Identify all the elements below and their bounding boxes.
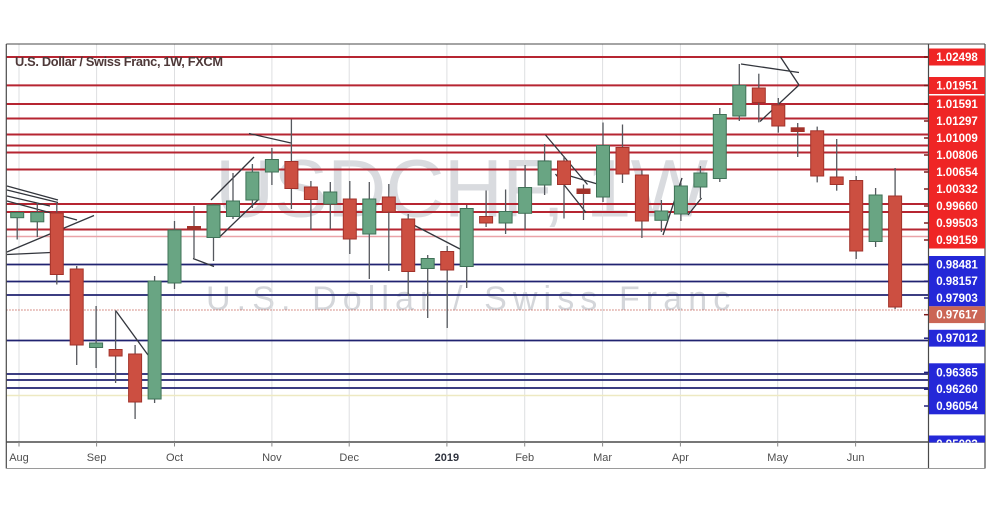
svg-text:0.96054: 0.96054 xyxy=(936,401,978,413)
svg-text:0.99159: 0.99159 xyxy=(936,235,978,247)
svg-text:1.01591: 1.01591 xyxy=(936,99,978,111)
svg-text:0.97012: 0.97012 xyxy=(936,333,978,345)
svg-text:U.S. Dollar / Swiss Franc, 1W,: U.S. Dollar / Swiss Franc, 1W, FXCM xyxy=(15,54,223,69)
svg-text:1.00806: 1.00806 xyxy=(936,150,978,162)
svg-text:2019: 2019 xyxy=(435,452,459,464)
svg-text:Apr: Apr xyxy=(672,452,689,464)
svg-text:Aug: Aug xyxy=(9,452,29,464)
svg-text:1.01297: 1.01297 xyxy=(936,116,978,128)
svg-text:1.01009: 1.01009 xyxy=(936,133,978,145)
svg-text:Mar: Mar xyxy=(593,452,612,464)
svg-text:Feb: Feb xyxy=(515,452,534,464)
svg-text:1.02498: 1.02498 xyxy=(936,52,978,64)
svg-text:Jun: Jun xyxy=(847,452,865,464)
svg-text:Oct: Oct xyxy=(166,452,183,464)
svg-text:0.98157: 0.98157 xyxy=(936,276,978,288)
svg-text:Nov: Nov xyxy=(262,452,282,464)
svg-text:1.01951: 1.01951 xyxy=(936,80,978,92)
svg-text:Dec: Dec xyxy=(339,452,359,464)
svg-text:0.97903: 0.97903 xyxy=(936,293,978,305)
svg-text:May: May xyxy=(767,452,788,464)
svg-text:0.99503: 0.99503 xyxy=(936,218,978,230)
svg-text:0.97617: 0.97617 xyxy=(936,310,978,322)
svg-text:0.95093: 0.95093 xyxy=(936,439,978,451)
svg-text:0.96260: 0.96260 xyxy=(936,384,978,396)
svg-text:0.99660: 0.99660 xyxy=(936,201,978,213)
svg-text:Sep: Sep xyxy=(87,452,107,464)
svg-text:0.98481: 0.98481 xyxy=(936,259,978,271)
svg-text:1.00332: 1.00332 xyxy=(936,184,978,196)
svg-text:1.00654: 1.00654 xyxy=(936,167,978,179)
svg-text:0.96365: 0.96365 xyxy=(936,367,978,379)
svg-text:U.S. Dollar / Swiss Franc: U.S. Dollar / Swiss Franc xyxy=(206,280,736,318)
